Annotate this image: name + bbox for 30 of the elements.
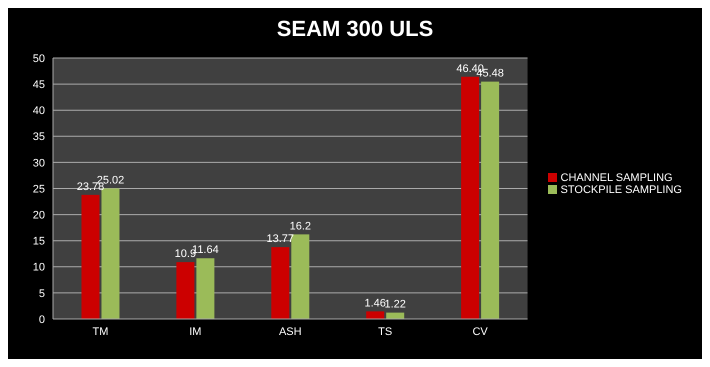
chart-title: SEAM 300 ULS <box>276 16 434 42</box>
y-tick-label: 5 <box>38 288 45 300</box>
bar <box>366 311 384 319</box>
y-tick-label: 50 <box>32 52 45 65</box>
y-tick-label: 30 <box>32 157 45 170</box>
legend-label: STOCKPILE SAMPLING <box>560 184 682 196</box>
y-tick-label: 20 <box>32 210 45 222</box>
bar <box>81 194 100 319</box>
x-tick-label: TS <box>378 326 392 338</box>
x-tick-label: TM <box>92 326 108 338</box>
y-tick-label: 25 <box>32 183 45 196</box>
bar <box>196 258 214 319</box>
y-tick-label: 35 <box>32 131 45 144</box>
data-label: 1.46 <box>364 297 386 310</box>
y-tick-label: 15 <box>32 236 45 248</box>
data-label: 16.2 <box>290 220 312 232</box>
y-tick-label: 0 <box>38 314 45 326</box>
bar <box>461 76 480 319</box>
bar <box>271 247 290 319</box>
data-label: 1.22 <box>384 298 406 311</box>
y-tick-label: 10 <box>32 262 45 274</box>
x-tick-label: CV <box>472 326 488 338</box>
legend-label: CHANNEL SAMPLING <box>560 172 673 184</box>
bar <box>481 82 500 319</box>
bar <box>176 262 194 319</box>
x-tick-label: IM <box>189 326 202 338</box>
y-tick-label: 40 <box>32 105 45 118</box>
y-tick-label: 45 <box>32 79 45 92</box>
bar <box>386 312 404 319</box>
x-tick-label: ASH <box>278 326 302 338</box>
